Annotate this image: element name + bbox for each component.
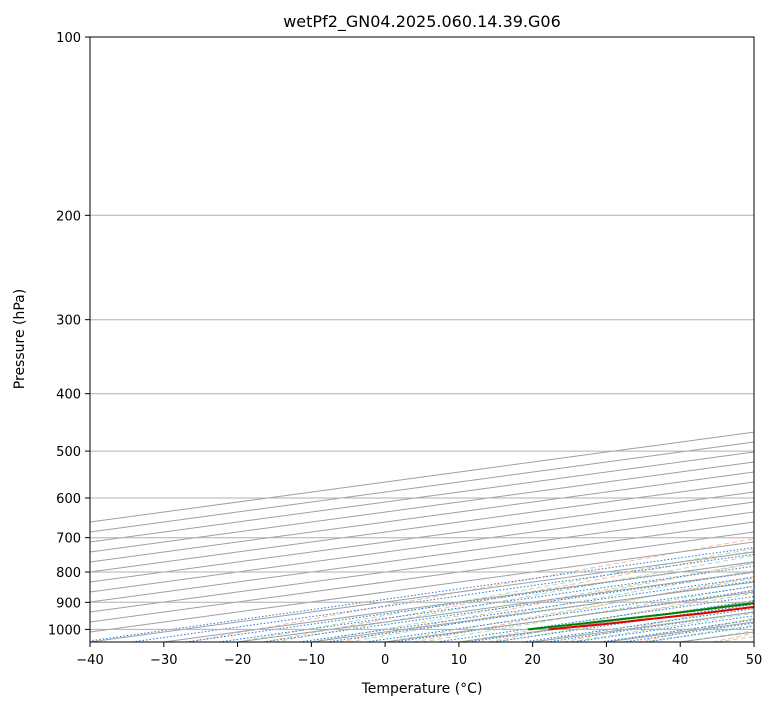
axes-frame — [89, 36, 755, 643]
moist-adiabat-line — [237, 548, 754, 642]
x-axis-label: Temperature (°C) — [361, 681, 483, 697]
skewed-isotherms — [90, 431, 754, 642]
y-tick-label: 100 — [56, 31, 81, 46]
dry-adiabat-line — [263, 550, 754, 642]
y-tick-label: 1000 — [48, 623, 81, 638]
isotherm-line — [90, 511, 754, 603]
x-tick-label: 0 — [381, 653, 389, 668]
dry-adiabats — [188, 538, 754, 642]
y-axis-label: Pressure (hPa) — [12, 289, 28, 389]
x-tick-label: −30 — [150, 653, 177, 668]
y-tick-label: 800 — [56, 566, 81, 581]
x-tick-label: −40 — [76, 653, 103, 668]
x-tick-label: 40 — [672, 653, 689, 668]
moist-adiabat-line — [458, 592, 754, 642]
dry-adiabat-line — [488, 589, 754, 642]
isotherm-line — [90, 461, 754, 553]
x-tick-label: 30 — [598, 653, 615, 668]
y-tick-label: 500 — [56, 445, 81, 460]
isotherm-line — [90, 501, 754, 593]
x-tick-label: −20 — [224, 653, 251, 668]
y-tick-label: 900 — [56, 596, 81, 611]
x-tick-label: −10 — [298, 653, 325, 668]
moist-adiabat-line — [385, 577, 754, 642]
x-tick-label: 50 — [746, 653, 763, 668]
y-tick-label: 300 — [56, 314, 81, 329]
isotherm-line — [90, 481, 754, 573]
mixing-ratio-line — [436, 596, 754, 642]
isotherm-line — [90, 531, 754, 623]
y-tick-label: 700 — [56, 532, 81, 547]
y-axis: 100 200 300 400 500 600 700 800 900 1000 — [48, 31, 90, 638]
mixing-ratio-line — [132, 553, 754, 642]
pressure-gridlines — [90, 37, 754, 630]
moist-adiabat-line — [348, 569, 754, 642]
plot-area: 0.10.20.40.611.52346810131620253036-100-… — [90, 37, 754, 642]
mixing-ratio-line — [90, 546, 754, 642]
chart-title: wetPf2_GN04.2025.060.14.39.G06 — [283, 12, 561, 32]
isotherm-line — [90, 471, 754, 563]
dry-adiabat-line — [338, 562, 754, 642]
x-axis: −40 −30 −20 −10 0 10 20 30 40 50 — [76, 642, 762, 668]
x-tick-label: 20 — [524, 653, 541, 668]
isotherm-line — [90, 451, 754, 543]
y-tick-label: 200 — [56, 209, 81, 224]
y-tick-label: 400 — [56, 388, 81, 403]
x-tick-label: 10 — [451, 653, 468, 668]
y-tick-label: 600 — [56, 492, 81, 507]
isotherm-line — [90, 491, 754, 583]
isotherm-line — [90, 521, 754, 613]
